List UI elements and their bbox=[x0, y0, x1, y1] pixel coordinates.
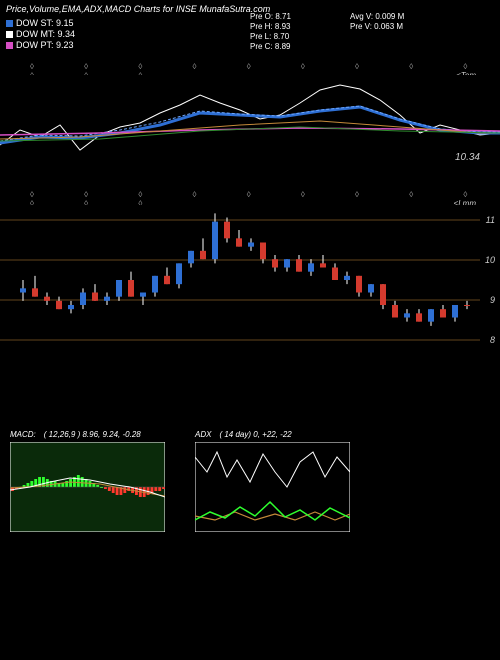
adx-title: ADX bbox=[195, 430, 211, 439]
svg-text:10.34: 10.34 bbox=[455, 152, 480, 163]
page-title: Price,Volume,EMA,ADX,MACD Charts for INS… bbox=[6, 4, 270, 14]
svg-text:9: 9 bbox=[490, 295, 495, 305]
svg-text:11: 11 bbox=[486, 215, 495, 225]
macd-params: ( 12,26,9 ) 8.96, 9.24, -0.28 bbox=[44, 430, 141, 439]
legend-item: DOW MT: 9.34 bbox=[6, 29, 75, 40]
legend-item: DOW ST: 9.15 bbox=[6, 18, 75, 29]
adx-block: ADX ( 14 day) 0, +22, -22 bbox=[195, 430, 350, 532]
candle-panel: 11 10 9 8 bbox=[0, 205, 500, 355]
adx-params: ( 14 day) 0, +22, -22 bbox=[219, 430, 291, 439]
legend-item: DOW PT: 9.23 bbox=[6, 40, 75, 51]
indicator-row: MACD: ( 12,26,9 ) 8.96, 9.24, -0.28 ADX … bbox=[10, 430, 490, 532]
macd-title: MACD: bbox=[10, 430, 36, 439]
svg-text:10: 10 bbox=[485, 255, 495, 265]
svg-text:8: 8 bbox=[490, 335, 495, 345]
macd-block: MACD: ( 12,26,9 ) 8.96, 9.24, -0.28 bbox=[10, 430, 165, 532]
volume-info: Avg V: 0.009 MPre V: 0.063 M bbox=[350, 12, 404, 32]
ohlc-info: Pre O: 8.71Pre H: 8.93Pre L: 8.70Pre C: … bbox=[250, 12, 291, 52]
ema-panel: 10.34 bbox=[0, 75, 500, 185]
legend: DOW ST: 9.15DOW MT: 9.34DOW PT: 9.23 bbox=[6, 18, 75, 51]
